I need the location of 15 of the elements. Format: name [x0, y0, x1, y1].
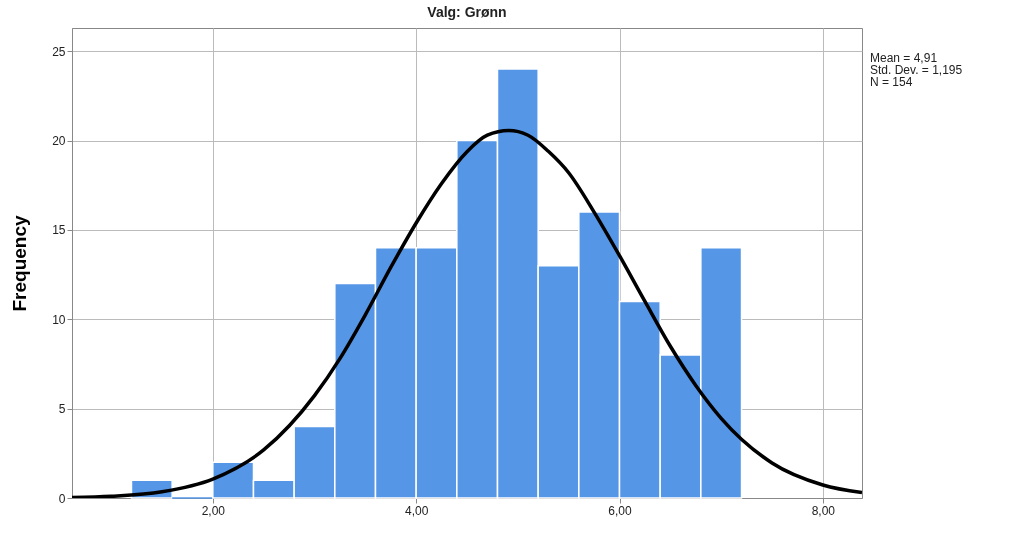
y-tick-label: 5	[58, 402, 66, 417]
y-tick-label: 15	[52, 223, 66, 238]
chart-title: Valg: Grønn	[427, 4, 507, 20]
y-tick-label: 0	[58, 491, 66, 506]
x-tick-label: 6,00	[608, 503, 633, 518]
text: N = 154	[870, 75, 913, 89]
y-axis-title: Frequency	[9, 215, 31, 312]
y-tick-label: 10	[52, 312, 66, 327]
x-tick-label: 8,00	[811, 503, 836, 518]
y-tick-label: 20	[52, 134, 66, 149]
x-tick-label: 2,00	[201, 503, 226, 518]
text: Mean = 4,91	[870, 51, 938, 65]
y-tick-label: 25	[52, 44, 66, 59]
text: Std. Dev. = 1,195	[870, 63, 963, 77]
x-tick-label: 4,00	[404, 503, 429, 518]
